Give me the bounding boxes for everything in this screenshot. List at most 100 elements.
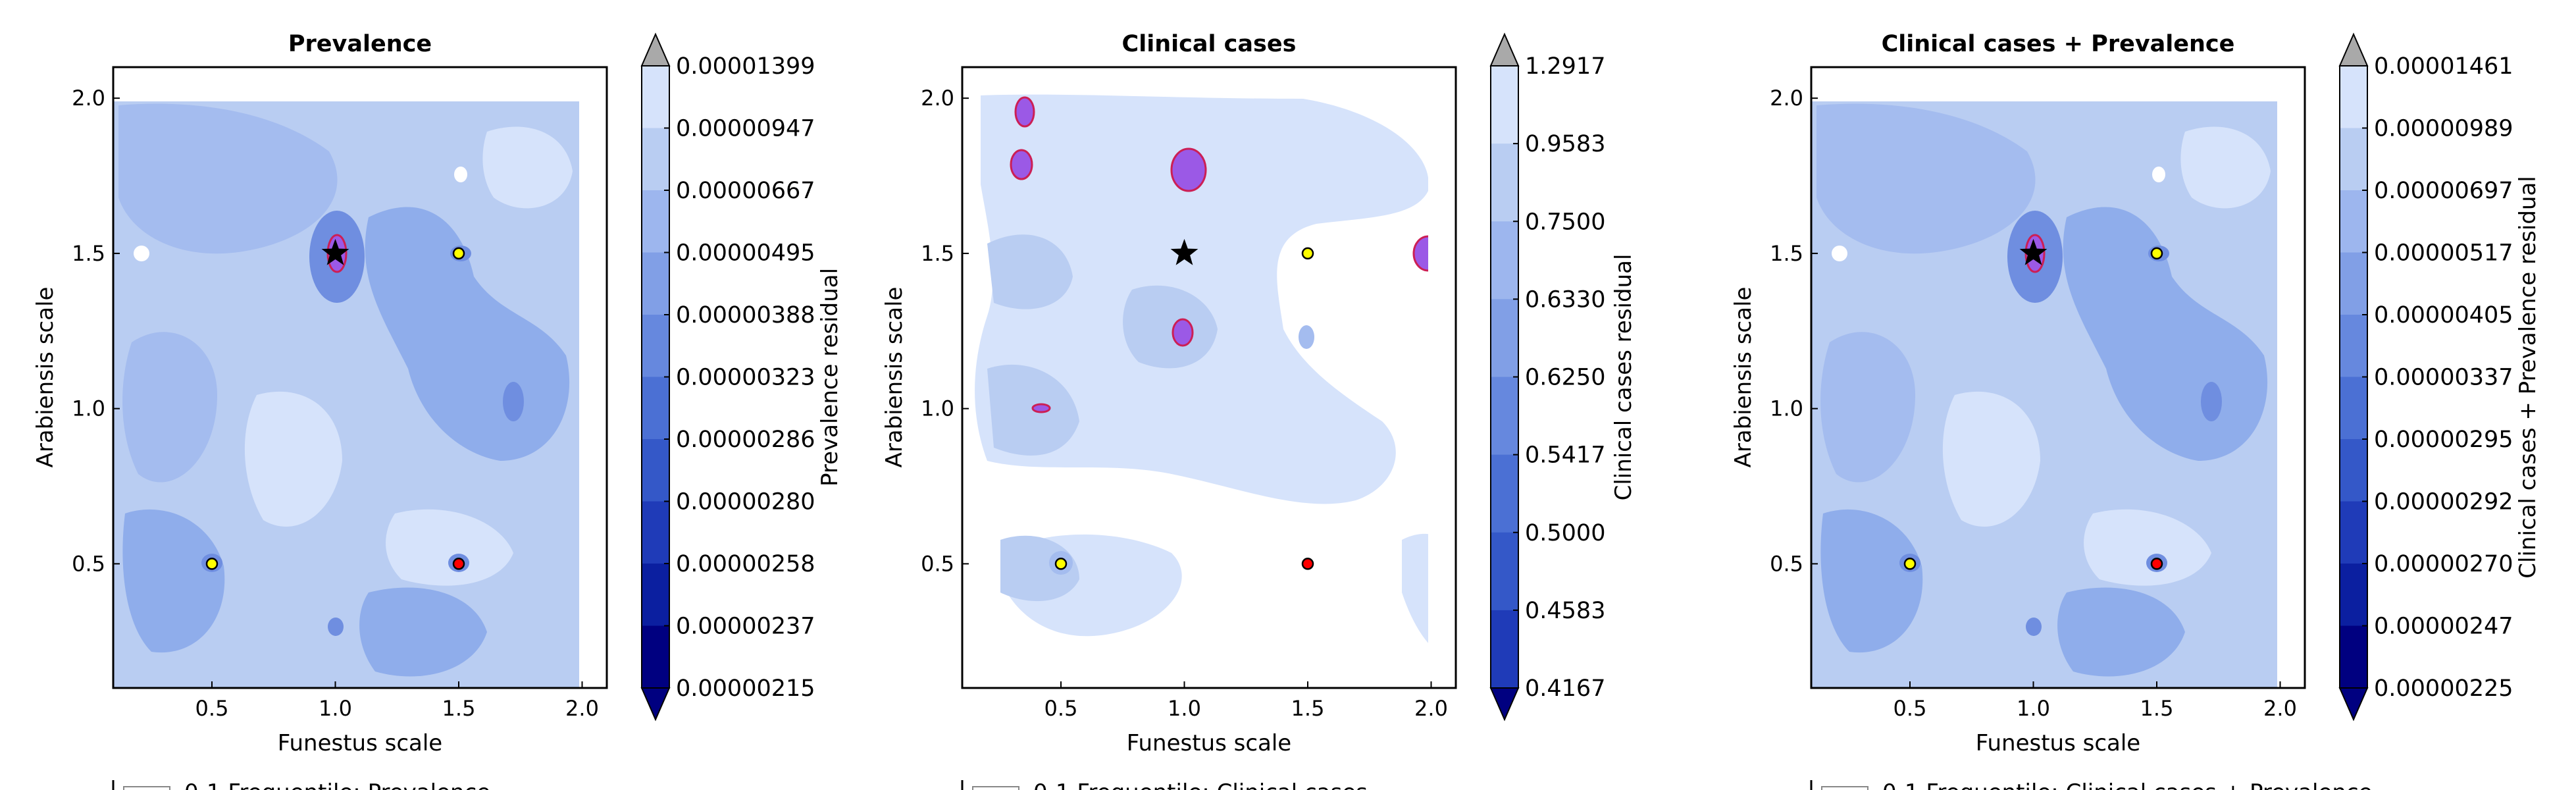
colorbar-label: Clinical cases + Prevalence residual: [2515, 176, 2541, 578]
colorbar-band: [1491, 454, 1518, 533]
colorbar-band: [2340, 128, 2367, 191]
y-tick-label: 1.0: [1770, 396, 1803, 421]
x-tick-label: 2.0: [2263, 696, 2297, 721]
colorbar-tick-label: 0.00001461: [2374, 53, 2513, 80]
colorbar-band: [642, 190, 669, 253]
legend-entry: 0-1 Frequentile: Clinical cases + Preval…: [1882, 779, 2373, 790]
colorbar-tick-label: 0.9583: [1525, 131, 1605, 157]
axes-frame: [112, 66, 608, 689]
panel-clinical-cases: Clinical cases 0.5 1.0 1.5 2.0 0.5 1.0 1.5 2.0…: [881, 31, 1637, 790]
markers: [1054, 238, 1314, 570]
colorbar-tick-label: 0.00000337: [2374, 365, 2513, 391]
x-tick-label: 2.0: [565, 696, 599, 721]
x-tick-label: 1.0: [2017, 696, 2050, 721]
point-marker: [1301, 247, 1314, 260]
y-tick-label: 1.5: [921, 241, 954, 266]
colorbar-tick-label: 0.5417: [1525, 442, 1605, 469]
x-tick-label: 1.0: [319, 696, 352, 721]
colorbar-tick-label: 0.00000280: [676, 489, 815, 515]
colorbar-tick-label: 0.00000247: [2374, 614, 2513, 640]
colorbar-tick-label: 0.00000667: [676, 178, 815, 204]
x-ticks: 0.5 1.0 1.5 2.0: [195, 681, 599, 721]
x-tick-label: 2.0: [1414, 696, 1448, 721]
colorbar-band: [2340, 190, 2367, 253]
colorbar-extend-top: [640, 32, 671, 66]
point-marker: [205, 558, 219, 570]
colorbar-tick-label: 0.4583: [1525, 598, 1605, 624]
colorbar-tick-label: 0.00000697: [2374, 178, 2513, 204]
colorbar-tick-label: 0.00000292: [2374, 489, 2513, 515]
colorbar-extend-top: [2338, 32, 2369, 66]
point-marker: [452, 558, 465, 570]
chart-title: Prevalence: [288, 31, 432, 57]
y-tick-label: 1.5: [72, 241, 105, 266]
y-axis-label: Arabiensis scale: [32, 287, 59, 468]
colorbar-band: [642, 252, 669, 315]
colorbar-tick-label: 0.00000323: [676, 365, 815, 391]
colorbar-extend-bottom: [2338, 687, 2369, 722]
x-axis-label: Funestus scale: [1976, 730, 2140, 756]
colorbar-tick-label: 0.6250: [1525, 365, 1605, 391]
y-tick-label: 2.0: [1770, 86, 1803, 111]
colorbar-tick-label: 0.00000237: [676, 614, 815, 640]
colorbar: 0.00000215 0.00000237 0.00000258 0.00000280…: [640, 32, 815, 722]
colorbar-tick-label: 0.00000388: [676, 302, 815, 329]
colorbar-band: [1491, 610, 1518, 689]
colorbar-tick-label: 0.00000517: [2374, 240, 2513, 267]
contour-field: [113, 67, 607, 688]
legend-entry: 0-1 Frequentile: Prevalence: [184, 779, 490, 790]
y-tick-label: 1.0: [921, 396, 954, 421]
y-tick-label: 2.0: [72, 86, 105, 111]
colorbar-band: [1491, 299, 1518, 377]
colorbar-tick-label: 0.00000286: [676, 427, 815, 453]
y-tick-label: 0.5: [1770, 551, 1803, 576]
colorbar-extend-bottom: [1489, 687, 1520, 722]
colorbar-band: [2340, 377, 2367, 440]
point-marker: [1054, 558, 1068, 570]
x-axis-label: Funestus scale: [278, 730, 442, 756]
colorbar-band: [642, 439, 669, 502]
point-marker: [2150, 558, 2163, 570]
colorbar-band: [642, 564, 669, 626]
colorbar-band: [642, 377, 669, 440]
colorbar-tick-label: 0.00000225: [2374, 675, 2513, 702]
colorbar-band: [2340, 66, 2367, 128]
point-marker: [1903, 558, 1917, 570]
colorbar-tick-label: 0.00001399: [676, 53, 815, 80]
colorbar-tick-label: 0.00000215: [676, 675, 815, 702]
colorbar-band: [1491, 144, 1518, 222]
axes-frame: [961, 66, 1457, 689]
x-ticks: 0.5 1.0 1.5 2.0: [1044, 681, 1448, 721]
y-ticks: 0.5 1.0 1.5 2.0: [72, 86, 120, 576]
colorbar-tick-label: 0.00000947: [676, 116, 815, 142]
colorbar-band: [1491, 377, 1518, 456]
colorbar-band: [2340, 252, 2367, 315]
colorbar-tick-label: 0.00000989: [2374, 116, 2513, 142]
y-axis-label: Arabiensis scale: [881, 287, 908, 468]
panel-prevalence: Prevalence 0.5 1.0 1.5 2.0 0.5 1.0 1.5 2.0: [32, 31, 843, 790]
star-marker: [321, 238, 349, 265]
colorbar-tick-label: 0.7500: [1525, 209, 1605, 235]
y-tick-label: 1.0: [72, 396, 105, 421]
contour-field: [1811, 67, 2305, 688]
colorbar-label: Clinical cases residual: [1610, 254, 1637, 501]
y-tick-label: 0.5: [72, 551, 105, 576]
colorbar-band: [642, 128, 669, 191]
markers: [1903, 238, 2163, 570]
colorbar-band: [1491, 221, 1518, 300]
colorbar: 0.00000225 0.00000247 0.00000270 0.00000292…: [2338, 32, 2513, 722]
panel-combined: Clinical cases + Prevalence 0.5 1.0 1.5 2.0: [1730, 31, 2541, 790]
legend-swatch: [972, 786, 1019, 790]
colorbar-band: [1491, 66, 1518, 144]
x-tick-label: 0.5: [195, 696, 229, 721]
colorbar-band: [2340, 625, 2367, 689]
markers: [205, 238, 465, 570]
colorbar-tick-label: 0.00000258: [676, 551, 815, 577]
point-marker: [2150, 247, 2163, 260]
x-tick-label: 1.0: [1168, 696, 1201, 721]
colorbar-tick-label: 0.00000270: [2374, 551, 2513, 577]
colorbar-band: [2340, 315, 2367, 377]
colorbar-tick-label: 0.00000295: [2374, 427, 2513, 453]
x-ticks: 0.5 1.0 1.5 2.0: [1893, 681, 2297, 721]
legend-swatch: [123, 786, 170, 790]
